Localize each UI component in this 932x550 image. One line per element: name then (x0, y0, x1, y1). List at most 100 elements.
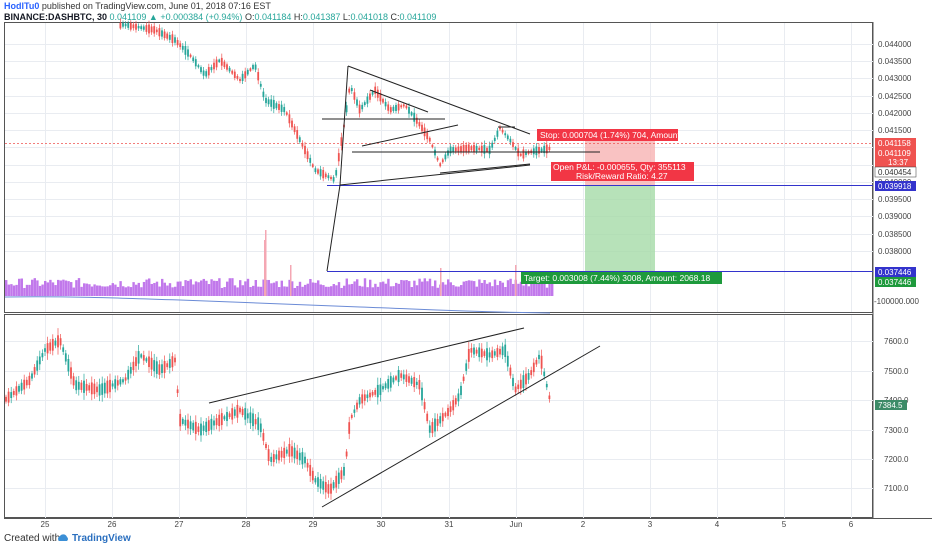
publish-line: HodlTu0 published on TradingView.com, Ju… (4, 1, 271, 11)
candle-body (140, 354, 143, 358)
candle-body (376, 89, 379, 98)
candle-body (142, 355, 145, 361)
candle-body (15, 386, 18, 396)
candle-body (262, 91, 265, 98)
candle-body (270, 99, 273, 107)
candle-body (127, 369, 130, 380)
candle-body (283, 447, 286, 458)
low-label: L: (342, 12, 351, 22)
volume-spike (515, 265, 517, 296)
candle-body (184, 46, 187, 55)
upper-drawings[interactable] (322, 65, 600, 272)
candle-body (148, 24, 150, 34)
lower-tick-label: 7600.0 (884, 337, 909, 346)
candle-body (267, 99, 270, 105)
target-label-box[interactable]: Target: 0.003008 (7.44%) 3008, Amount: 2… (521, 272, 722, 284)
volume-bar (137, 282, 140, 296)
time-tick-label: 27 (175, 520, 184, 529)
volume-bar (350, 283, 354, 296)
candle-body (124, 23, 127, 27)
volume-bar (254, 280, 257, 296)
upper-tick-label: 0.038000 (878, 247, 912, 256)
candle-body (392, 377, 395, 383)
candle-body (220, 57, 223, 66)
candle-body (187, 49, 189, 57)
candle-body (291, 446, 293, 457)
candle-body (392, 106, 395, 111)
upper-tick-label: 0.044000 (878, 40, 912, 49)
candle-body (543, 371, 546, 377)
candle-body (454, 147, 457, 152)
candle-body (283, 107, 286, 113)
candle-body (410, 377, 413, 384)
volume-bar (509, 278, 512, 296)
candle-body (7, 391, 10, 403)
candle-body (340, 470, 343, 480)
candle-body (278, 450, 280, 461)
candle-body (184, 419, 187, 426)
candle-body (402, 374, 405, 380)
candle-body (428, 425, 431, 433)
candle-body (319, 169, 322, 177)
volume-bar (293, 287, 296, 296)
candle-body (382, 98, 384, 103)
candle-body (397, 103, 400, 111)
stop-label-box[interactable]: Stop: 0.000704 (1.74%) 704, Amount: 750 (537, 129, 699, 141)
candle-body (538, 354, 540, 360)
symbol-label[interactable]: BINANCE:DASHBTC, 30 (4, 12, 108, 22)
candle-body (171, 356, 174, 368)
volume-bar (431, 286, 434, 296)
time-axis[interactable]: 25 26 27 28 29 30 31 Jun 2 3 4 5 6 (41, 520, 854, 529)
candle-body (244, 71, 247, 79)
candle-body (358, 104, 361, 114)
candle-body (311, 470, 314, 481)
candle-body (174, 37, 176, 43)
author-link[interactable]: HodlTu0 (4, 1, 40, 11)
candle-body (519, 379, 522, 389)
candle-body (345, 105, 348, 113)
volume-bar (285, 286, 289, 296)
candle-body (10, 392, 13, 399)
candle-body (226, 412, 228, 421)
candle-body (431, 422, 434, 434)
volume-bar (62, 279, 65, 296)
pnl-label-box[interactable]: Open P&L: -0.000655, Qty: 355113 Risk/Re… (551, 162, 694, 181)
tradingview-logo[interactable]: TradingView (72, 533, 131, 544)
candle-body (137, 26, 140, 29)
candle-body (353, 92, 356, 100)
volume-bar (46, 282, 49, 296)
candle-body (496, 130, 499, 137)
volume-bar (408, 281, 411, 296)
time-tick-label: Jun (510, 520, 523, 529)
volume-bar (96, 285, 99, 296)
candle-body (54, 340, 57, 346)
candle-body (431, 144, 434, 148)
volume-bar (15, 284, 18, 296)
volume-bar (530, 283, 533, 296)
volume-bar (283, 286, 286, 296)
candle-body (439, 163, 442, 167)
volume-bar (197, 282, 200, 296)
candle-body (252, 413, 254, 427)
volume-bar (171, 287, 174, 296)
candle-body (369, 392, 371, 398)
chart-header: HodlTu0 published on TradingView.com, Ju… (0, 0, 932, 22)
take-profit-zone[interactable] (585, 185, 655, 271)
candle-body (548, 146, 551, 151)
volume-bar (330, 286, 333, 296)
candle-body (288, 114, 291, 124)
candle-body (527, 373, 530, 380)
candle-body (31, 373, 33, 379)
candle-body (272, 99, 275, 109)
time-tick-label: 5 (782, 520, 787, 529)
volume-bar (304, 284, 307, 296)
candle-body (540, 148, 543, 152)
candle-body (103, 382, 106, 394)
lower-drawings[interactable] (208, 327, 601, 508)
candle-body (330, 176, 332, 180)
volume-bar (236, 287, 239, 296)
candle-body (543, 145, 546, 154)
candle-body (319, 478, 322, 489)
